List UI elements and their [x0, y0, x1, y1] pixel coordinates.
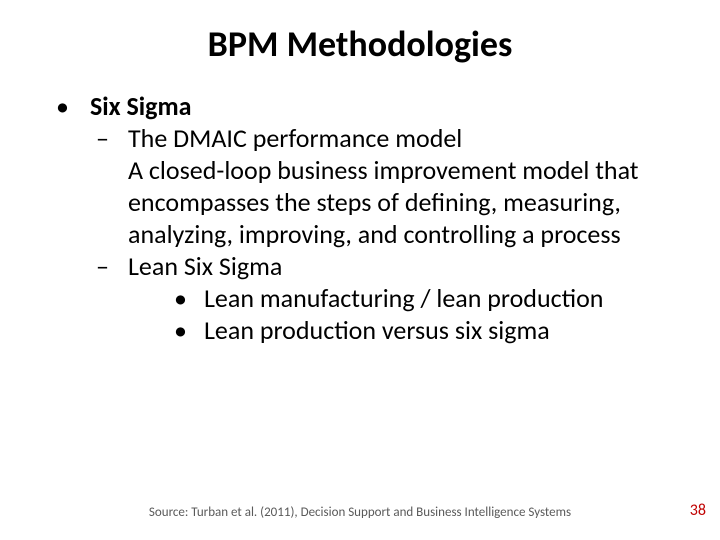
lvl1-text: Six Sigma [90, 90, 192, 122]
lvl2-heading: Lean Six Sigma [128, 250, 672, 282]
slide-title: BPM Methodologies [48, 22, 672, 66]
bullet-icon: • [48, 90, 90, 122]
bullet-icon: • [170, 314, 204, 346]
list-item: – Lean Six Sigma [90, 250, 672, 282]
list-item: • Lean manufacturing / lean production [170, 282, 672, 314]
lvl3-text: Lean production versus six sigma [204, 314, 550, 346]
dash-icon: – [90, 122, 128, 154]
content-area: • Six Sigma – The DMAIC performance mode… [48, 90, 672, 346]
page-number: 38 [690, 501, 706, 520]
lvl3-text: Lean manufacturing / lean production [204, 282, 603, 314]
slide: BPM Methodologies • Six Sigma – The DMAI… [0, 0, 720, 540]
lvl3-group: • Lean manufacturing / lean production •… [170, 282, 672, 346]
footer-source: Source: Turban et al. (2011), Decision S… [0, 505, 720, 520]
bullet-icon: • [170, 282, 204, 314]
lvl2-group: – The DMAIC performance model A closed-l… [90, 122, 672, 346]
lvl2-description: A closed-loop business improvement model… [128, 154, 672, 250]
lvl2-heading: The DMAIC performance model [128, 122, 672, 154]
list-item: • Lean production versus six sigma [170, 314, 672, 346]
list-item: • Six Sigma [48, 90, 672, 122]
dash-icon: – [90, 250, 128, 282]
list-item: – The DMAIC performance model [90, 122, 672, 154]
